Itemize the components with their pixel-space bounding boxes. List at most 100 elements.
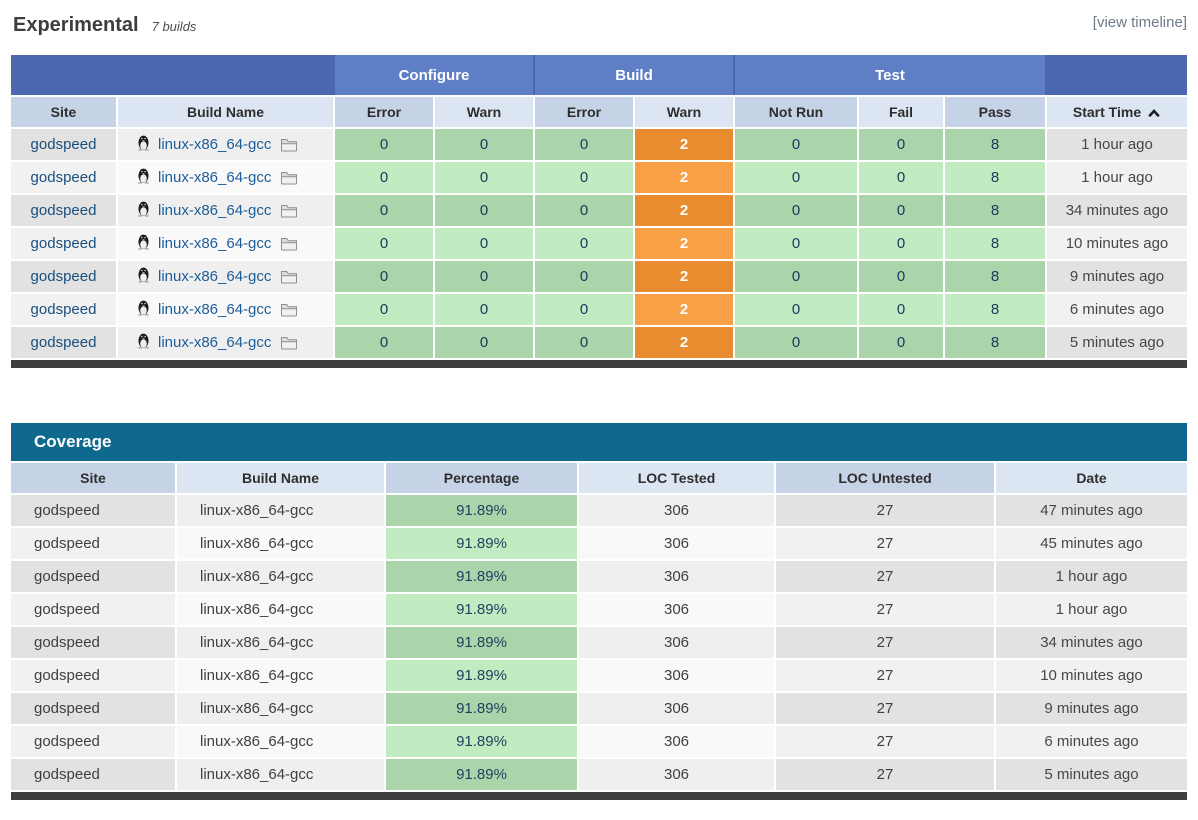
test-fail-cell[interactable]: 0 xyxy=(859,294,943,325)
build-name-link[interactable]: linux-x86_64-gcc xyxy=(158,334,272,351)
build-warn-cell[interactable]: 2 xyxy=(635,129,733,160)
build-error-cell[interactable]: 0 xyxy=(535,261,633,292)
build-name-link[interactable]: linux-x86_64-gcc xyxy=(158,235,272,252)
site-link[interactable]: godspeed xyxy=(30,235,97,252)
coverage-header-build-name[interactable]: Build Name xyxy=(177,463,384,493)
configure-error-cell[interactable]: 0 xyxy=(335,162,433,193)
site-link[interactable]: godspeed xyxy=(30,202,97,219)
configure-warn-cell[interactable]: 0 xyxy=(435,195,533,226)
column-header-configure-warn[interactable]: Warn xyxy=(435,97,533,127)
build-error-cell[interactable]: 0 xyxy=(535,195,633,226)
build-name-cell: linux-x86_64-gcc xyxy=(118,228,333,259)
coverage-header-date[interactable]: Date xyxy=(996,463,1187,493)
test-pass-cell[interactable]: 8 xyxy=(945,327,1045,358)
folder-icon[interactable] xyxy=(280,303,298,317)
view-timeline-link[interactable]: [view timeline] xyxy=(1092,14,1187,31)
configure-error-cell[interactable]: 0 xyxy=(335,228,433,259)
test-pass-cell[interactable]: 8 xyxy=(945,195,1045,226)
test-fail-cell[interactable]: 0 xyxy=(859,261,943,292)
test-not-run-cell[interactable]: 0 xyxy=(735,129,857,160)
build-name-link[interactable]: linux-x86_64-gcc xyxy=(158,136,272,153)
coverage-table-row: godspeed linux-x86_64-gcc 91.89% 306 27 1 hou… xyxy=(11,561,1187,592)
coverage-percentage-cell[interactable]: 91.89% xyxy=(386,528,577,559)
column-header-configure-error[interactable]: Error xyxy=(335,97,433,127)
build-name-link[interactable]: linux-x86_64-gcc xyxy=(158,268,272,285)
folder-icon[interactable] xyxy=(280,336,298,350)
build-warn-cell[interactable]: 2 xyxy=(635,162,733,193)
configure-error-cell[interactable]: 0 xyxy=(335,129,433,160)
build-warn-cell[interactable]: 2 xyxy=(635,228,733,259)
coverage-percentage-cell[interactable]: 91.89% xyxy=(386,594,577,625)
coverage-percentage-cell[interactable]: 91.89% xyxy=(386,726,577,757)
test-pass-cell[interactable]: 8 xyxy=(945,261,1045,292)
coverage-header-loc-untested[interactable]: LOC Untested xyxy=(776,463,994,493)
column-header-not-run[interactable]: Not Run xyxy=(735,97,857,127)
configure-warn-cell[interactable]: 0 xyxy=(435,162,533,193)
test-pass-cell[interactable]: 8 xyxy=(945,162,1045,193)
folder-icon[interactable] xyxy=(280,237,298,251)
configure-warn-cell[interactable]: 0 xyxy=(435,261,533,292)
folder-icon[interactable] xyxy=(280,138,298,152)
build-error-cell[interactable]: 0 xyxy=(535,228,633,259)
column-header-pass[interactable]: Pass xyxy=(945,97,1045,127)
test-fail-cell[interactable]: 0 xyxy=(859,162,943,193)
coverage-percentage-cell[interactable]: 91.89% xyxy=(386,759,577,790)
column-header-site[interactable]: Site xyxy=(11,97,116,127)
column-header-start-time[interactable]: Start Time xyxy=(1047,97,1187,127)
test-fail-cell[interactable]: 0 xyxy=(859,129,943,160)
folder-icon[interactable] xyxy=(280,171,298,185)
coverage-header-site[interactable]: Site xyxy=(11,463,175,493)
site-link[interactable]: godspeed xyxy=(30,268,97,285)
test-pass-cell[interactable]: 8 xyxy=(945,129,1045,160)
caret-up-icon xyxy=(1147,108,1161,118)
column-header-build-name[interactable]: Build Name xyxy=(118,97,333,127)
folder-icon[interactable] xyxy=(280,204,298,218)
configure-warn-cell[interactable]: 0 xyxy=(435,129,533,160)
coverage-percentage-cell[interactable]: 91.89% xyxy=(386,561,577,592)
site-link[interactable]: godspeed xyxy=(30,334,97,351)
test-fail-cell[interactable]: 0 xyxy=(859,228,943,259)
build-warn-cell[interactable]: 2 xyxy=(635,261,733,292)
coverage-percentage-cell[interactable]: 91.89% xyxy=(386,660,577,691)
test-not-run-cell[interactable]: 0 xyxy=(735,195,857,226)
configure-error-cell[interactable]: 0 xyxy=(335,327,433,358)
test-pass-cell[interactable]: 8 xyxy=(945,294,1045,325)
build-error-cell[interactable]: 0 xyxy=(535,129,633,160)
column-header-build-error[interactable]: Error xyxy=(535,97,633,127)
build-name-link[interactable]: linux-x86_64-gcc xyxy=(158,202,272,219)
site-link[interactable]: godspeed xyxy=(30,169,97,186)
column-header-build-warn[interactable]: Warn xyxy=(635,97,733,127)
configure-error-cell[interactable]: 0 xyxy=(335,294,433,325)
configure-warn-cell[interactable]: 0 xyxy=(435,228,533,259)
configure-error-cell[interactable]: 0 xyxy=(335,261,433,292)
test-not-run-cell[interactable]: 0 xyxy=(735,261,857,292)
test-not-run-cell[interactable]: 0 xyxy=(735,327,857,358)
test-fail-cell[interactable]: 0 xyxy=(859,327,943,358)
test-fail-cell[interactable]: 0 xyxy=(859,195,943,226)
coverage-header-percentage[interactable]: Percentage xyxy=(386,463,577,493)
coverage-percentage-cell[interactable]: 91.89% xyxy=(386,693,577,724)
build-warn-cell[interactable]: 2 xyxy=(635,195,733,226)
build-name-link[interactable]: linux-x86_64-gcc xyxy=(158,169,272,186)
configure-warn-cell[interactable]: 0 xyxy=(435,294,533,325)
loc-untested-cell: 27 xyxy=(776,495,994,526)
build-warn-cell[interactable]: 2 xyxy=(635,327,733,358)
build-name-link[interactable]: linux-x86_64-gcc xyxy=(158,301,272,318)
build-warn-cell[interactable]: 2 xyxy=(635,294,733,325)
coverage-percentage-cell[interactable]: 91.89% xyxy=(386,627,577,658)
test-not-run-cell[interactable]: 0 xyxy=(735,228,857,259)
test-not-run-cell[interactable]: 0 xyxy=(735,162,857,193)
configure-warn-cell[interactable]: 0 xyxy=(435,327,533,358)
coverage-percentage-cell[interactable]: 91.89% xyxy=(386,495,577,526)
folder-icon[interactable] xyxy=(280,270,298,284)
test-not-run-cell[interactable]: 0 xyxy=(735,294,857,325)
coverage-header-loc-tested[interactable]: LOC Tested xyxy=(579,463,774,493)
site-link[interactable]: godspeed xyxy=(30,136,97,153)
build-error-cell[interactable]: 0 xyxy=(535,162,633,193)
site-link[interactable]: godspeed xyxy=(30,301,97,318)
column-header-fail[interactable]: Fail xyxy=(859,97,943,127)
test-pass-cell[interactable]: 8 xyxy=(945,228,1045,259)
build-error-cell[interactable]: 0 xyxy=(535,294,633,325)
build-error-cell[interactable]: 0 xyxy=(535,327,633,358)
configure-error-cell[interactable]: 0 xyxy=(335,195,433,226)
